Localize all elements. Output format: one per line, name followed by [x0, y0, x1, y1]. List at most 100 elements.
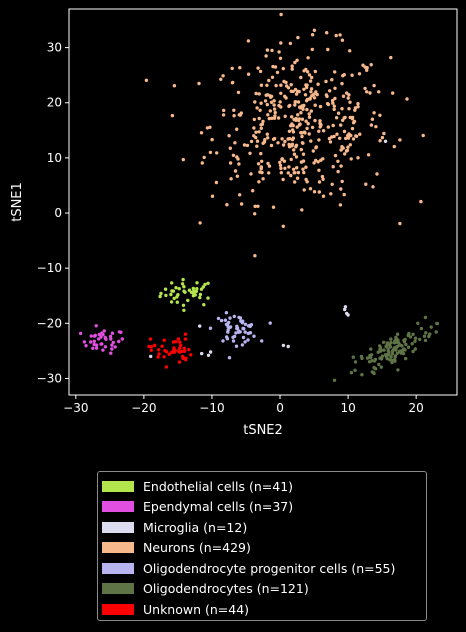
data-point-neurons	[259, 101, 263, 105]
data-point-neurons	[277, 103, 281, 108]
data-point-neurons	[235, 155, 239, 159]
data-point-oligodendrocytes	[402, 347, 406, 351]
data-point-neurons	[285, 84, 289, 88]
data-point-neurons	[324, 79, 328, 84]
data-point-neurons	[239, 111, 243, 115]
data-point-unknown	[174, 340, 178, 344]
data-point-neurons	[291, 167, 296, 171]
data-point-neurons	[283, 166, 287, 170]
data-point-neurons	[370, 117, 375, 121]
data-point-neurons	[312, 190, 317, 194]
data-point-neurons	[316, 82, 320, 86]
data-point-endothelial-cells	[170, 289, 174, 293]
data-point-oligodendrocyte-progenitor-cells	[240, 343, 245, 347]
data-point-neurons	[283, 139, 287, 144]
data-point-neurons	[279, 166, 283, 171]
data-point-neurons	[200, 161, 204, 165]
data-point-unknown	[183, 332, 188, 336]
data-point-neurons	[260, 159, 264, 163]
data-point-neurons	[235, 174, 240, 178]
data-point-neurons	[350, 126, 355, 131]
data-point-neurons	[348, 49, 352, 53]
data-point-neurons	[300, 141, 305, 145]
data-point-neurons	[305, 126, 309, 131]
data-point-unknown	[170, 350, 174, 354]
data-point-neurons	[300, 117, 305, 121]
data-point-neurons	[326, 125, 330, 129]
data-point-neurons	[365, 90, 369, 94]
data-point-unknown	[189, 353, 193, 357]
data-point-endothelial-cells	[163, 287, 168, 291]
data-point-neurons	[353, 106, 358, 110]
data-point-endothelial-cells	[182, 308, 186, 312]
y-axis-label: tSNE1	[10, 182, 25, 222]
data-point-neurons	[342, 129, 347, 134]
data-point-neurons	[239, 202, 244, 206]
y-tick-label: 20	[47, 96, 62, 110]
data-point-oligodendrocyte-progenitor-cells	[224, 311, 229, 315]
data-point-neurons	[307, 112, 311, 116]
data-point-neurons	[335, 132, 339, 136]
data-point-oligodendrocyte-progenitor-cells	[224, 335, 229, 339]
data-point-neurons	[312, 161, 316, 165]
data-point-neurons	[336, 159, 340, 163]
data-point-neurons	[317, 168, 321, 172]
data-point-neurons	[301, 107, 305, 111]
data-point-neurons	[334, 116, 339, 120]
data-point-neurons	[310, 125, 315, 130]
data-point-neurons	[281, 224, 285, 228]
data-point-neurons	[259, 83, 264, 87]
data-point-neurons	[317, 190, 321, 194]
data-point-neurons	[318, 104, 323, 109]
data-point-neurons	[290, 122, 294, 126]
data-point-neurons	[382, 131, 386, 136]
data-point-ependymal-cells	[113, 345, 117, 349]
data-point-neurons	[210, 137, 214, 142]
data-point-neurons	[198, 221, 202, 225]
data-point-oligodendrocyte-progenitor-cells	[234, 331, 238, 335]
data-point-neurons	[258, 108, 262, 113]
data-point-neurons	[302, 188, 306, 192]
data-point-neurons	[340, 81, 344, 86]
x-tick-label: 0	[276, 401, 284, 415]
data-point-oligodendrocytes	[413, 336, 418, 340]
data-point-neurons	[268, 109, 272, 113]
data-point-neurons	[332, 107, 336, 112]
data-point-neurons	[300, 208, 304, 212]
data-point-neurons	[267, 171, 271, 175]
data-point-neurons	[235, 127, 239, 131]
data-point-unknown	[167, 352, 171, 356]
data-point-neurons	[289, 157, 293, 162]
data-point-unknown	[147, 344, 151, 349]
data-point-neurons	[304, 83, 308, 87]
data-point-neurons	[236, 90, 241, 95]
data-point-neurons	[346, 96, 350, 100]
data-point-neurons	[398, 221, 402, 226]
data-point-oligodendrocytes	[406, 345, 411, 349]
data-point-oligodendrocytes	[380, 354, 385, 358]
data-point-neurons	[231, 80, 235, 85]
y-tick-label: 10	[47, 151, 62, 165]
data-point-neurons	[331, 123, 335, 128]
data-point-neurons	[380, 135, 385, 140]
data-point-oligodendrocytes	[387, 350, 391, 354]
data-point-oligodendrocyte-progenitor-cells	[231, 339, 236, 343]
data-point-neurons	[339, 187, 343, 191]
data-point-neurons	[346, 133, 350, 138]
data-point-endothelial-cells	[192, 289, 196, 293]
data-point-oligodendrocyte-progenitor-cells	[268, 321, 272, 325]
data-point-ependymal-cells	[103, 345, 108, 349]
data-point-neurons	[290, 115, 294, 119]
data-point-neurons	[267, 164, 272, 168]
data-point-oligodendrocytes	[369, 353, 374, 357]
data-point-microglia	[286, 344, 290, 349]
data-point-neurons	[317, 180, 322, 184]
data-point-unknown	[156, 348, 161, 352]
data-point-neurons	[273, 65, 278, 69]
data-point-neurons	[296, 170, 301, 175]
legend: Endothelial cells (n=41) Ependymal cells …	[97, 471, 427, 621]
data-point-ependymal-cells	[100, 331, 104, 335]
data-point-neurons	[265, 83, 269, 88]
data-point-unknown	[184, 356, 188, 360]
data-point-neurons	[170, 113, 175, 118]
